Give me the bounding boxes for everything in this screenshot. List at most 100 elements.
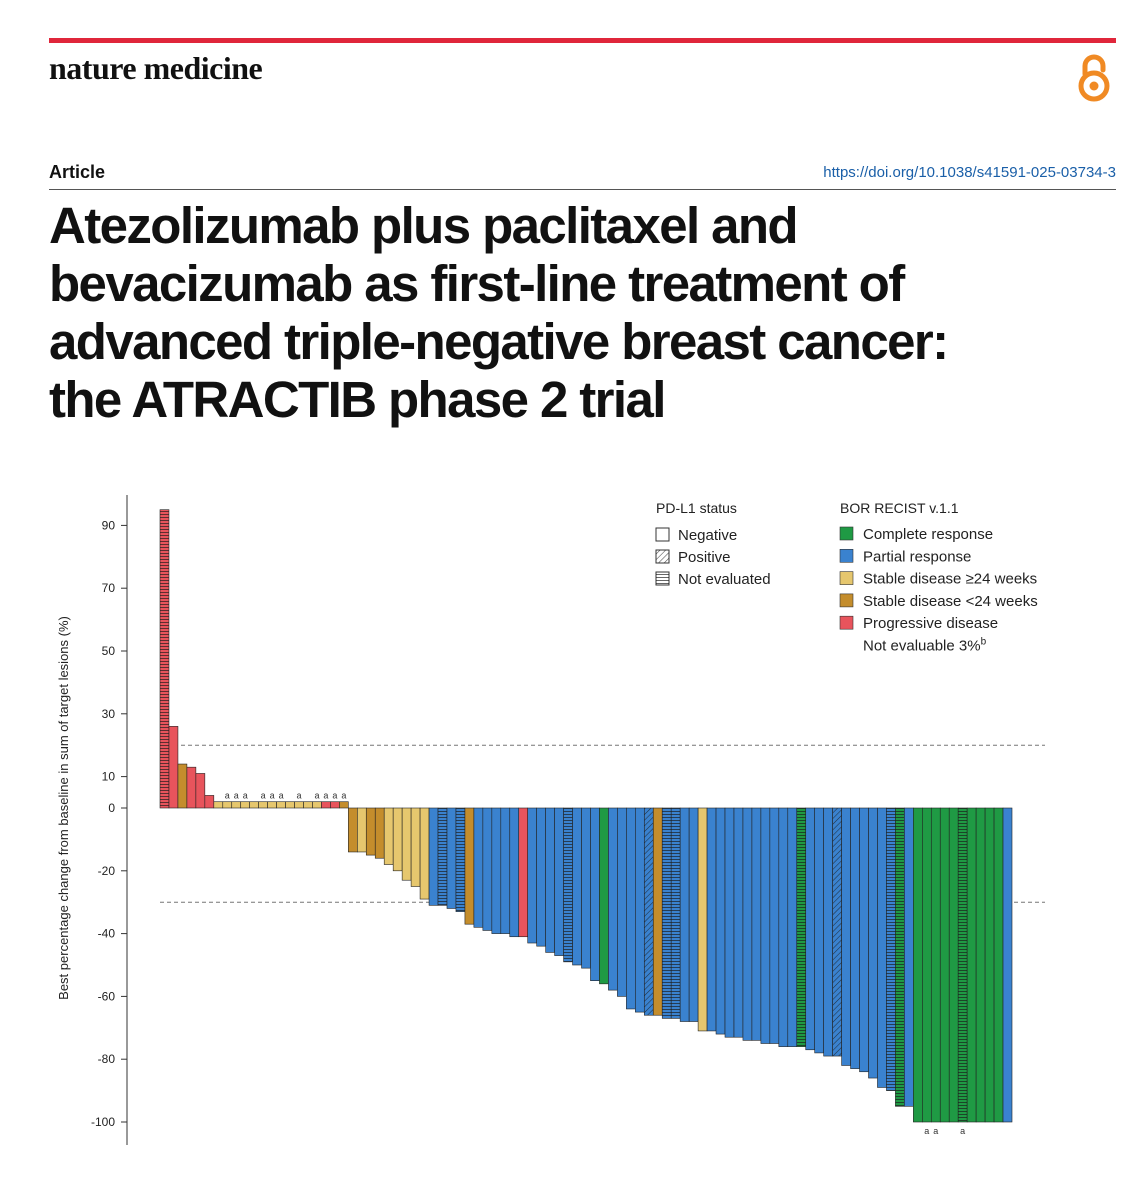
pdl1-legend-swatch-p	[655, 549, 670, 564]
bar	[868, 807, 878, 1079]
bar-group	[572, 807, 582, 966]
bar-group	[357, 807, 367, 853]
bar	[249, 801, 259, 809]
bar	[751, 807, 762, 1041]
bar-group	[608, 807, 618, 991]
bar-group	[688, 807, 699, 1022]
bar-group	[473, 807, 484, 928]
y-tick-label: 0	[108, 801, 115, 815]
bar-group	[491, 807, 502, 934]
bar-group: a	[231, 791, 242, 809]
bar-group: a	[222, 791, 233, 809]
bar-group	[536, 807, 546, 947]
bar-group	[545, 807, 555, 953]
footnote-marker: a	[341, 791, 346, 801]
bar-group	[868, 807, 878, 1079]
title-line: advanced triple-negative breast cancer:	[49, 313, 949, 370]
bar-group	[697, 807, 708, 1032]
bar	[258, 801, 268, 809]
bar	[608, 807, 618, 991]
bar-group	[554, 807, 564, 956]
bar-pattern	[796, 808, 806, 1047]
y-tick-label: -60	[98, 989, 116, 1003]
bar-group	[814, 807, 824, 1054]
footnote-marker: a	[270, 791, 275, 801]
bar-group	[742, 807, 753, 1041]
footnote-marker: a	[261, 791, 266, 801]
bar	[966, 807, 977, 1123]
bar	[482, 807, 493, 931]
bar-group	[348, 807, 358, 853]
bor-legend-swatch	[839, 549, 854, 563]
bar-group: a	[294, 791, 304, 809]
bar	[1002, 807, 1013, 1123]
bar-group	[796, 807, 807, 1047]
bar-group	[679, 807, 690, 1022]
y-axis-label: Best percentage change from baseline in …	[56, 616, 71, 1000]
bar-pattern	[886, 808, 896, 1091]
bor-legend-swatch	[839, 571, 854, 585]
bar	[805, 807, 815, 1051]
bar	[993, 807, 1004, 1123]
bor-legend-label: Partial response	[863, 548, 971, 565]
bar	[913, 807, 923, 1123]
bar-group	[186, 766, 197, 809]
waterfall-chart: 90 70 50 30 10 0 -20 -40 -60 -80 -100 Best percenta…	[56, 495, 1045, 1145]
bar	[572, 807, 582, 966]
title-line: the ATRACTIB phase 2 trial	[49, 371, 666, 428]
bar-group	[581, 807, 591, 969]
bar	[706, 807, 717, 1032]
swatch-box	[655, 527, 670, 542]
bar	[276, 801, 286, 809]
bar-group	[626, 807, 636, 1010]
bar	[626, 807, 636, 1010]
bar	[392, 807, 403, 872]
bar-group	[285, 801, 295, 809]
bar	[975, 807, 986, 1123]
bor-legend-label: Progressive disease	[863, 615, 998, 632]
bar-group: a	[321, 791, 331, 809]
bar	[357, 807, 367, 853]
bar-group	[966, 807, 977, 1123]
bar	[500, 807, 511, 934]
bar-group	[787, 807, 798, 1047]
y-tick-label: 90	[102, 518, 116, 532]
bar	[922, 807, 932, 1123]
bar	[688, 807, 699, 1022]
bor-legend-label: Stable disease <24 weeks	[863, 593, 1038, 610]
bar	[984, 807, 995, 1123]
bar-group	[437, 807, 448, 906]
bar-group	[213, 801, 224, 809]
pdl1-legend-label: Positive	[678, 549, 731, 566]
bar	[814, 807, 824, 1054]
pdl1-legend-title: PD-L1 status	[656, 500, 737, 516]
bar-pattern	[832, 808, 842, 1057]
article-title: Atezolizumab plus paclitaxel and bevaciz…	[49, 197, 1109, 429]
bar-pattern	[455, 808, 465, 912]
bar-group	[482, 807, 493, 931]
bar	[939, 807, 950, 1123]
bor-legend-swatch	[839, 526, 854, 541]
bar-group	[948, 807, 959, 1123]
bar-group	[886, 807, 896, 1091]
bar-group: a	[930, 807, 941, 1136]
bar	[617, 807, 627, 997]
bar	[330, 801, 340, 809]
bar-group	[841, 807, 851, 1066]
bar-pattern	[958, 808, 968, 1122]
doi-link[interactable]: https://doi.org/10.1038/s41591-025-03734…	[823, 164, 1116, 181]
footnote-marker: a	[314, 791, 319, 801]
bar	[204, 795, 215, 809]
bar	[778, 807, 789, 1047]
bar	[518, 807, 529, 938]
bar-pattern	[160, 509, 169, 808]
bar-group	[895, 807, 905, 1107]
bar-group	[652, 807, 663, 1016]
bar-group	[455, 807, 466, 912]
bar	[545, 807, 555, 953]
footnote-marker: a	[960, 1126, 965, 1136]
swatch-pattern	[656, 572, 669, 585]
y-tick-label: 30	[102, 707, 116, 721]
journal-name[interactable]: nature medicine	[49, 50, 263, 86]
bar	[231, 801, 242, 809]
